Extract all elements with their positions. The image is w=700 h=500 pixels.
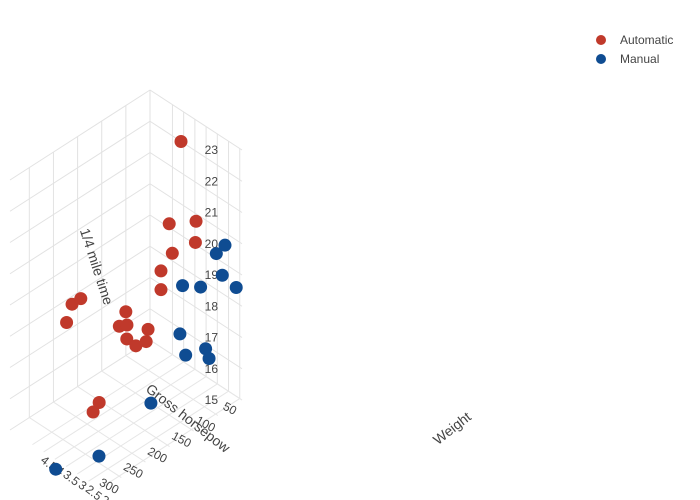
grid-line-left-wall bbox=[149, 308, 243, 370]
point-automatic[interactable] bbox=[154, 283, 168, 297]
point-automatic[interactable] bbox=[141, 322, 155, 336]
point-automatic[interactable] bbox=[129, 339, 143, 353]
grid-line-floor bbox=[77, 386, 170, 447]
grid-line-back-wall bbox=[9, 245, 151, 337]
point-automatic[interactable] bbox=[174, 134, 188, 148]
point-automatic[interactable] bbox=[119, 305, 133, 319]
z-tick-label: 18 bbox=[205, 299, 219, 313]
point-automatic[interactable] bbox=[165, 246, 179, 260]
legend-label-automatic: Automatic bbox=[620, 32, 674, 47]
point-automatic[interactable] bbox=[139, 335, 153, 349]
point-automatic[interactable] bbox=[162, 217, 176, 231]
point-manual[interactable] bbox=[215, 268, 229, 282]
grid-line-left-wall bbox=[149, 120, 243, 182]
grid-line-floor bbox=[65, 376, 207, 468]
point-automatic[interactable] bbox=[154, 264, 168, 278]
grid-line-floor bbox=[125, 355, 219, 416]
z-tick-label: 15 bbox=[205, 393, 219, 407]
grid-line-floor bbox=[88, 390, 229, 482]
grid-lines bbox=[9, 89, 243, 489]
z-tick-label: 23 bbox=[205, 143, 219, 157]
legend-marker-automatic bbox=[596, 34, 606, 45]
point-manual[interactable] bbox=[92, 449, 106, 463]
point-manual[interactable] bbox=[173, 327, 187, 341]
grid-line-floor bbox=[53, 401, 146, 463]
point-manual[interactable] bbox=[194, 280, 208, 294]
point-automatic[interactable] bbox=[188, 235, 202, 249]
z-tick-label: 22 bbox=[205, 174, 219, 188]
z-tick-label: 19 bbox=[205, 268, 219, 282]
grid-line-floor bbox=[54, 368, 196, 460]
x-tick-label: 1.5 bbox=[105, 497, 127, 500]
legend-item-manual[interactable]: Manual bbox=[596, 49, 673, 68]
legend: Automatic Manual bbox=[596, 30, 673, 68]
point-automatic[interactable] bbox=[120, 318, 134, 332]
point-manual[interactable] bbox=[199, 342, 213, 356]
z-tick-label: 16 bbox=[205, 362, 219, 376]
y-tick-label: 50 bbox=[221, 399, 240, 418]
point-automatic[interactable] bbox=[92, 396, 106, 410]
grid-line-left-wall bbox=[149, 183, 243, 245]
grid-line-floor bbox=[99, 398, 241, 489]
point-automatic[interactable] bbox=[74, 292, 88, 306]
legend-marker-manual bbox=[596, 53, 606, 64]
grid-line-back-wall bbox=[9, 89, 151, 181]
point-manual[interactable] bbox=[209, 247, 223, 261]
y-tick-label: 150 bbox=[169, 429, 194, 451]
legend-label-manual: Manual bbox=[620, 51, 660, 66]
grid-line-left-wall bbox=[149, 245, 243, 307]
point-manual[interactable] bbox=[179, 348, 193, 362]
z-tick-label: 17 bbox=[205, 331, 219, 345]
grid-line-back-wall bbox=[9, 120, 151, 212]
x-axis-ticks: 1.522.533.544.5 bbox=[38, 453, 127, 500]
grid-line-back-wall bbox=[9, 339, 151, 431]
point-manual[interactable] bbox=[229, 280, 243, 294]
point-automatic[interactable] bbox=[60, 316, 74, 330]
data-points[interactable] bbox=[49, 134, 243, 476]
point-manual[interactable] bbox=[202, 352, 216, 366]
grid-line-floor bbox=[29, 417, 122, 479]
point-automatic[interactable] bbox=[120, 332, 134, 346]
grid-line-floor bbox=[43, 361, 184, 453]
point-manual[interactable] bbox=[144, 396, 158, 410]
point-automatic[interactable] bbox=[86, 405, 100, 419]
grid-line-back-wall bbox=[9, 277, 151, 368]
grid-line-floor bbox=[149, 339, 243, 401]
x-tick-label: 2 bbox=[98, 492, 112, 500]
grid-line-left-wall bbox=[149, 89, 243, 151]
point-manual[interactable] bbox=[218, 238, 232, 252]
z-tick-label: 21 bbox=[205, 206, 219, 220]
grid-line-back-wall bbox=[9, 183, 151, 275]
x-axis-title: Weight bbox=[430, 408, 474, 447]
grid-line-back-wall bbox=[9, 214, 151, 306]
grid-line-left-wall bbox=[149, 152, 243, 213]
legend-item-automatic[interactable]: Automatic bbox=[596, 30, 673, 49]
point-manual[interactable] bbox=[49, 462, 63, 476]
point-manual[interactable] bbox=[176, 279, 190, 293]
y-tick-label: 250 bbox=[121, 460, 146, 482]
point-automatic[interactable] bbox=[189, 214, 203, 228]
y-tick-label: 200 bbox=[145, 444, 170, 466]
grid-line-back-wall bbox=[9, 152, 151, 243]
